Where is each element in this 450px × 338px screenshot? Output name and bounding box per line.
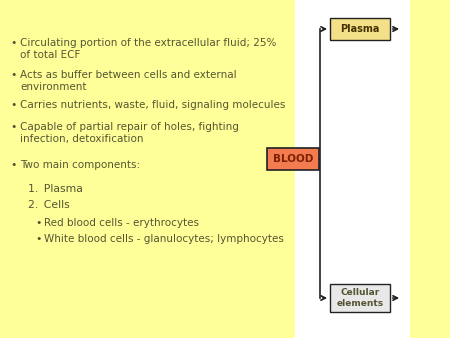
Text: Carries nutrients, waste, fluid, signaling molecules: Carries nutrients, waste, fluid, signali…	[20, 100, 285, 110]
Text: Plasma: Plasma	[340, 24, 380, 34]
Text: Acts as buffer between cells and external
environment: Acts as buffer between cells and externa…	[20, 70, 237, 92]
Text: •: •	[10, 38, 16, 48]
Text: BLOOD: BLOOD	[273, 154, 313, 164]
Text: Capable of partial repair of holes, fighting
infection, detoxification: Capable of partial repair of holes, figh…	[20, 122, 239, 144]
Text: 1. Plasma: 1. Plasma	[28, 184, 83, 194]
Text: 2. Cells: 2. Cells	[28, 200, 70, 210]
Text: Red blood cells - erythrocytes: Red blood cells - erythrocytes	[44, 218, 199, 228]
Text: White blood cells - glanulocytes; lymphocytes: White blood cells - glanulocytes; lympho…	[44, 234, 284, 244]
Text: •: •	[10, 70, 16, 80]
Text: Cellular
elements: Cellular elements	[337, 288, 383, 308]
Text: Two main components:: Two main components:	[20, 160, 140, 170]
Text: •: •	[35, 234, 41, 244]
Bar	[295, 0, 410, 338]
FancyBboxPatch shape	[330, 18, 390, 40]
FancyBboxPatch shape	[330, 284, 390, 312]
Text: •: •	[10, 122, 16, 132]
Text: •: •	[10, 160, 16, 170]
FancyBboxPatch shape	[267, 148, 319, 170]
Text: Circulating portion of the extracellular fluid; 25%
of total ECF: Circulating portion of the extracellular…	[20, 38, 276, 61]
Text: •: •	[10, 100, 16, 110]
Text: •: •	[35, 218, 41, 228]
